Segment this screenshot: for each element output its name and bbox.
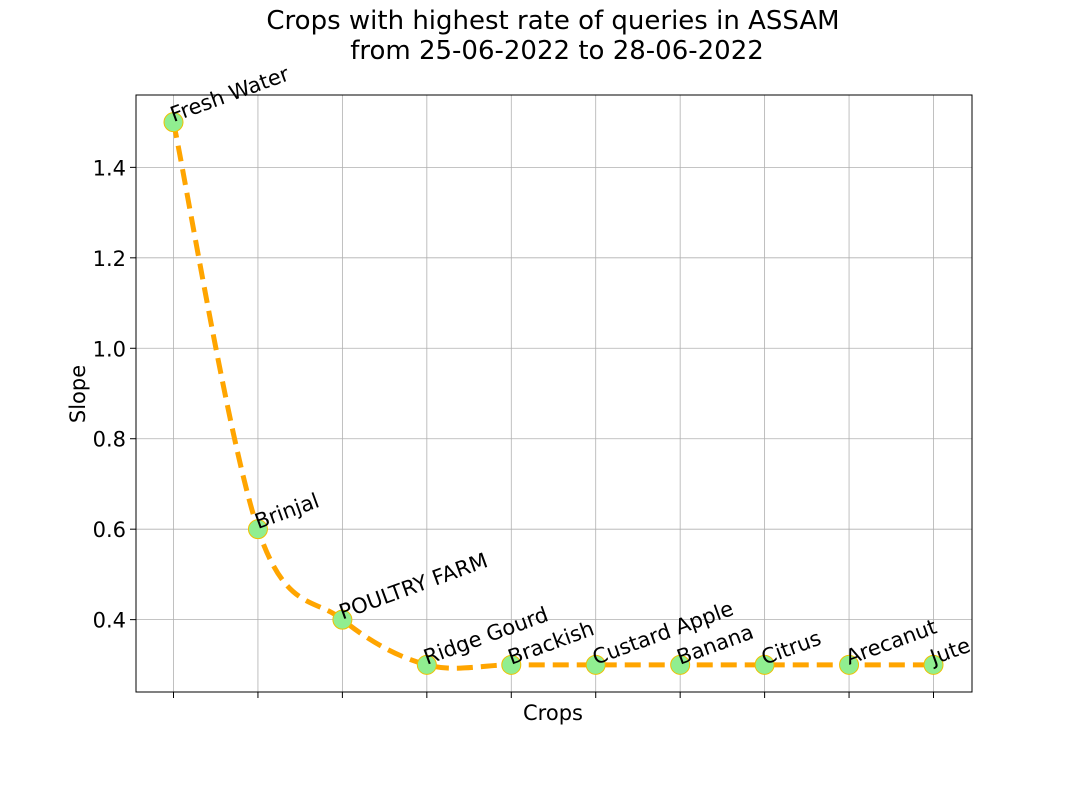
y-tick-label: 1.2: [93, 247, 126, 271]
grid: [136, 95, 972, 692]
x-axis-ticks: [173, 692, 934, 698]
data-point: [754, 654, 775, 675]
data-point-label: Fresh Water: [167, 62, 293, 127]
y-tick-label: 0.6: [93, 518, 126, 542]
y-tick-label: 1.0: [93, 337, 126, 361]
data-point: [332, 609, 353, 630]
chart-title: Crops with highest rate of queries in AS…: [266, 6, 839, 36]
y-axis-label: Slope: [66, 365, 90, 423]
data-point-label: POULTRY FARM: [336, 548, 491, 624]
data-point-label: Citrus: [758, 626, 824, 670]
series-markers: [163, 112, 944, 675]
data-point: [163, 112, 184, 133]
y-tick-label: 0.8: [93, 428, 126, 452]
y-tick-label: 1.4: [93, 156, 126, 180]
series-line: [171, 121, 934, 671]
data-point: [501, 654, 522, 675]
data-point: [585, 654, 606, 675]
y-tick-label: 0.4: [93, 609, 126, 633]
chart-subtitle: from 25-06-2022 to 28-06-2022: [350, 36, 764, 66]
data-point: [839, 654, 860, 675]
x-axis-label: Crops: [523, 701, 583, 725]
data-point: [247, 519, 268, 540]
data-point-label: Brinjal: [251, 489, 322, 534]
data-point: [416, 654, 437, 675]
data-point: [923, 654, 944, 675]
plot-frame: [135, 94, 973, 693]
data-point: [670, 654, 691, 675]
y-axis-ticks: 0.4 0.6 0.8 1.0 1.2 1.4: [93, 156, 136, 633]
